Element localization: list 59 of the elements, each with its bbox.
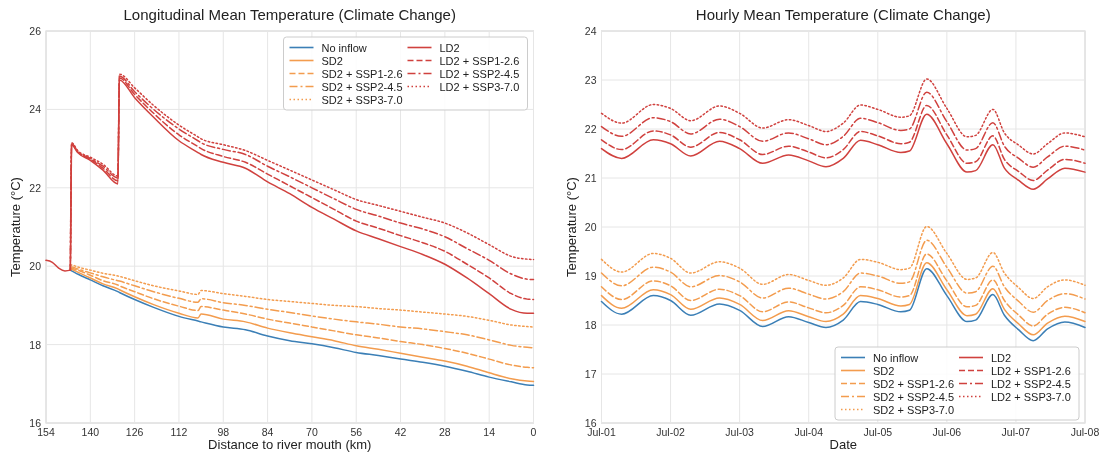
x-tick-label: 126 <box>125 426 144 438</box>
y-tick-label: 24 <box>584 25 597 37</box>
y-tick-label: 24 <box>29 103 42 116</box>
y-tick-label: 18 <box>29 338 42 351</box>
legend-label: SD2 <box>321 54 343 67</box>
x-tick-label: 84 <box>261 426 274 438</box>
y-axis-title: Temperature (°C) <box>8 177 23 277</box>
legend-label: LD2 + SSP1-2.6 <box>439 54 520 67</box>
x-tick-label: Jul-05 <box>863 426 893 438</box>
x-tick-label: Jul-04 <box>794 426 824 438</box>
y-tick-label: 26 <box>29 25 42 37</box>
x-tick-label: Jul-06 <box>932 426 962 438</box>
y-axis-title: Temperature (°C) <box>563 177 579 277</box>
legend-label: SD2 + SSP3-7.0 <box>321 93 403 106</box>
x-axis-title: Distance to river mouth (km) <box>208 437 372 452</box>
y-tick-label: 18 <box>584 319 597 331</box>
y-tick-label: 20 <box>584 221 597 233</box>
y-tick-label: 23 <box>584 74 597 86</box>
legend-label: LD2 <box>439 41 460 54</box>
legend-label: SD2 <box>873 364 895 377</box>
x-tick-label: 140 <box>81 426 100 438</box>
legend-label: LD2 + SSP2-4.5 <box>991 377 1071 390</box>
legend-label: SD2 + SSP2-4.5 <box>873 390 955 403</box>
x-tick-label: 70 <box>306 426 318 438</box>
legend-label: LD2 <box>991 351 1012 364</box>
x-tick-label: Jul-03 <box>725 426 755 438</box>
chart-title: Longitudinal Mean Temperature (Climate Change) <box>123 6 456 23</box>
x-tick-label: 154 <box>37 426 55 438</box>
y-tick-label: 16 <box>29 417 42 429</box>
legend-label: SD2 + SSP1-2.6 <box>321 67 403 80</box>
y-tick-label: 19 <box>584 270 597 282</box>
legend-label: No inflow <box>873 351 919 364</box>
y-tick-label: 20 <box>29 260 42 273</box>
chart-title: Hourly Mean Temperature (Climate Change) <box>695 6 991 23</box>
y-tick-label: 22 <box>29 181 42 194</box>
y-tick-label: 17 <box>584 368 597 380</box>
x-tick-label: 0 <box>530 426 537 438</box>
legend-label: LD2 + SSP3-7.0 <box>991 390 1071 403</box>
legend-label: No inflow <box>321 41 367 54</box>
x-axis-title: Date <box>829 437 857 452</box>
x-tick-label: Jul-02 <box>656 426 686 438</box>
x-tick-label: 28 <box>439 426 451 438</box>
legend-label: LD2 + SSP3-7.0 <box>439 80 520 93</box>
x-tick-label: 112 <box>170 426 188 438</box>
y-tick-label: 21 <box>584 172 597 184</box>
x-tick-label: Jul-08 <box>1070 426 1100 438</box>
x-tick-label: 98 <box>217 426 230 438</box>
legend-label: SD2 + SSP3-7.0 <box>873 403 955 416</box>
x-tick-label: 56 <box>350 426 363 438</box>
y-tick-label: 16 <box>584 417 597 429</box>
x-tick-label: Jul-01 <box>587 426 616 438</box>
legend-label: LD2 + SSP2-4.5 <box>439 67 520 80</box>
x-tick-label: 14 <box>483 426 496 438</box>
y-tick-label: 22 <box>584 123 597 135</box>
x-tick-label: 42 <box>394 426 407 438</box>
legend-label: SD2 + SSP2-4.5 <box>321 80 403 93</box>
legend-label: LD2 + SSP1-2.6 <box>991 364 1071 377</box>
x-tick-label: Jul-07 <box>1001 426 1031 438</box>
legend-label: SD2 + SSP1-2.6 <box>873 377 955 390</box>
